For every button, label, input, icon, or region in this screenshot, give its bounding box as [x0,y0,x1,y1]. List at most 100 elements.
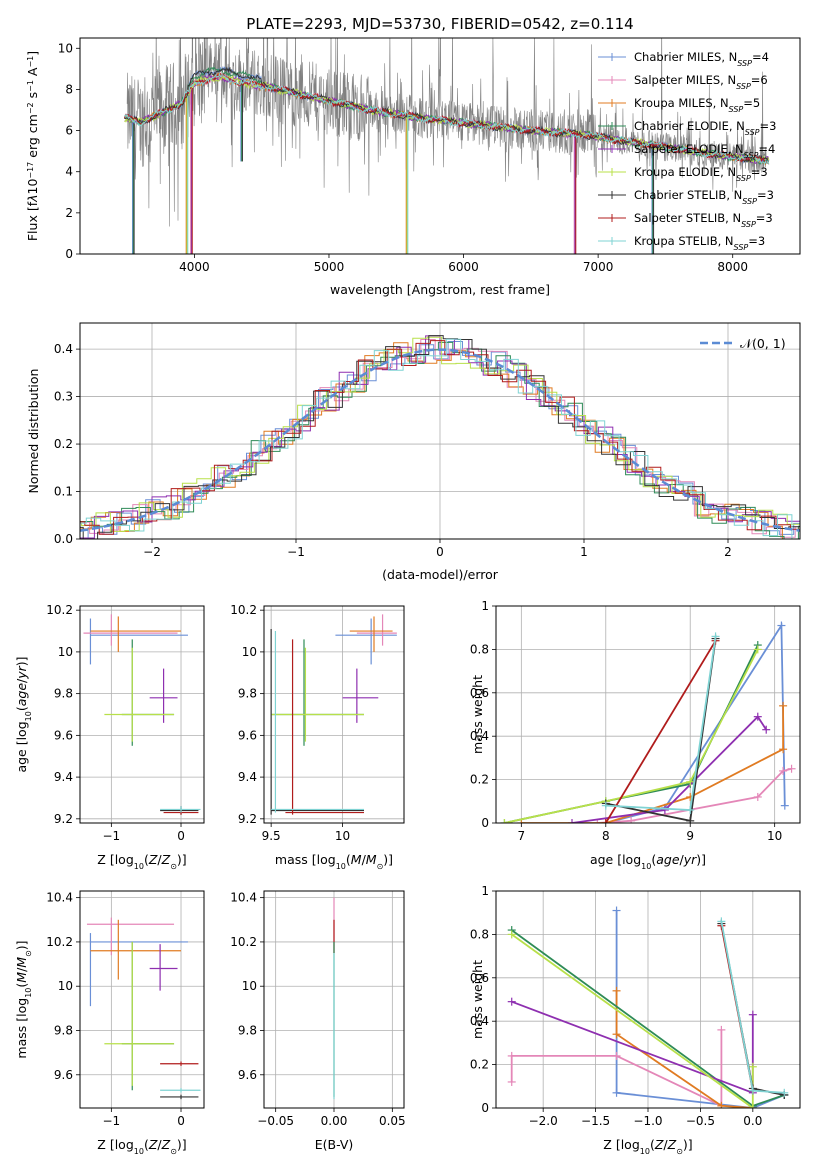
axes-frame [495,890,801,1109]
y-tick-label: 10.2 [46,603,73,617]
x-tick-label: 0 [177,829,185,843]
axes-frame [495,605,801,824]
x-tick-label: −1 [102,1114,120,1128]
x-tick-label: −1.0 [633,1114,662,1128]
weight-line-kroupa_miles [615,990,753,1108]
weight-line-kroupa_elodie [504,648,759,823]
residuals-histogram-panel: −2 −1 0 1 2 0.0 0.1 0.2 0.3 0.4 (data-model)/error… [26,322,801,582]
legend-label: Chabrier ELODIE, NSSP=3 [634,119,776,137]
x-tick-label: 8 [602,829,610,843]
y-tick-label: 9.8 [238,687,257,701]
legend-label: Kroupa MILES, NSSP=5 [634,96,760,114]
y-tick-label: 10 [58,979,73,993]
y-tick-label: 9.4 [238,770,257,784]
y-tick-label: 0.2 [54,437,73,451]
mass-weight-vs-age-panel: 7 8 9 10 0 0.2 0.4 0.6 0.8 1 age [log10(age/yr)] ma… [470,599,801,871]
axis-label: Flux [fλ10−17 erg cm−2 s−1 A−1] [25,51,40,241]
x-tick-label: 0 [177,1114,185,1128]
legend-label: Salpeter MILES, NSSP=6 [634,73,768,91]
y-tick-label: 0 [65,247,73,261]
axis-label: Z [log10(Z/Z⊙)] [97,1137,186,1156]
axis-label: age [log10(age/yr)] [590,852,706,871]
mass-vs-metallicity-panel: −1 0 9.6 9.8 10 10.2 10.4 Z [log10(Z/Z⊙)] mass [… [14,890,205,1156]
y-tick-label: 9.8 [54,687,73,701]
histogram-chabrier_stelib [80,335,800,539]
age-vs-metallicity-panel: −1 0 9.2 9.4 9.6 9.8 10 10.2 Z [log10(Z/Z⊙)] age … [14,603,205,871]
y-tick-label: 9.6 [238,1068,257,1082]
legend-label: Chabrier MILES, NSSP=4 [634,50,769,68]
x-tick-label: 9.5 [262,829,281,843]
weight-line-kroupa_elodie [511,933,754,1108]
y-tick-label: 10.4 [46,891,73,905]
axes-frame [263,605,405,824]
x-tick-label: 0.00 [321,1114,348,1128]
y-tick-label: 0 [481,1101,489,1115]
y-tick-label: 10 [242,645,257,659]
observed-spectrum [126,38,767,227]
weight-line-salpeter_elodie [511,1000,754,1095]
y-tick-label: 2 [65,206,73,220]
mass-weight-vs-metallicity-panel: −2.0 −1.5 −1.0 −0.5 0.0 0 0.2 0.4 0.6 0.8 1 Z [log1… [470,884,801,1156]
legend-label: Salpeter ELODIE, NSSP=4 [634,142,775,160]
weight-line-salpeter_stelib [605,640,717,823]
x-tick-label: 4000 [179,260,210,274]
x-tick-label: −1.5 [581,1114,610,1128]
y-tick-label: 10.2 [230,935,257,949]
y-tick-label: 9.8 [238,1024,257,1038]
y-tick-label: 1 [481,599,489,613]
normal-curve [80,348,800,532]
x-tick-label: 0 [436,545,444,559]
y-tick-label: 0.4 [470,729,489,743]
y-tick-label: 9.2 [238,812,257,826]
axis-label: age [log10(age/yr)] [14,656,33,772]
x-tick-label: −0.5 [686,1114,715,1128]
y-tick-label: 10 [58,41,73,55]
plot-area [500,621,796,823]
x-tick-label: 0.05 [379,1114,406,1128]
y-tick-label: 0.2 [470,1058,489,1072]
y-tick-label: 0.4 [470,1014,489,1028]
legend-label-normal: 𝒩(0, 1) [740,336,786,351]
y-tick-label: 9.6 [54,1068,73,1082]
histogram-chabrier_elodie [80,341,800,539]
plot-area [123,38,770,254]
axes-frame [79,890,205,1109]
y-tick-label: 9.4 [54,770,73,784]
y-tick-label: 0.8 [470,642,489,656]
y-tick-label: 9.6 [54,728,73,742]
axis-label: mass [log10(M/M⊙)] [275,852,393,871]
axis-label: mass weight [470,675,485,754]
x-tick-label: 8000 [717,260,748,274]
plot-area [270,614,397,815]
weight-line-kroupa_miles [521,705,784,823]
axis-label: wavelength [Angstrom, rest frame] [330,282,550,297]
x-tick-label: 0.0 [743,1114,762,1128]
age-vs-mass-panel: 9.5 10 9.2 9.4 9.6 9.8 10 10.2 mass [log10(M/M⊙)… [230,603,405,871]
figure-title: PLATE=2293, MJD=53730, FIBERID=0542, z=0… [246,15,633,33]
x-tick-label: 5000 [314,260,345,274]
y-tick-label: 10.2 [230,603,257,617]
x-tick-label: 1 [580,545,588,559]
legend-label: Chabrier STELIB, NSSP=3 [634,188,774,206]
axis-label: Normed distribution [26,369,41,494]
axes-frame [79,605,205,824]
x-tick-label: −1 [287,545,305,559]
weight-line-salpeter_elodie [571,715,767,823]
y-tick-label: 0.4 [54,342,73,356]
x-tick-label: 6000 [448,260,479,274]
legend-label: Salpeter STELIB, NSSP=3 [634,211,773,229]
y-tick-label: 0.2 [470,773,489,787]
y-tick-label: 10 [58,645,73,659]
axis-label: mass [log10(M/M⊙)] [14,940,33,1058]
axes-frame [79,37,801,255]
y-tick-label: 10.2 [46,935,73,949]
axes-frame [263,890,405,1109]
histogram-kroupa_stelib [80,338,800,539]
plot-area [80,335,800,539]
axis-label: (data-model)/error [382,567,499,582]
axis-label: mass weight [470,960,485,1039]
model-spectrum-kroupa_stelib [124,72,770,165]
y-tick-label: 0.1 [54,485,73,499]
x-tick-label: 7000 [583,260,614,274]
axis-label: E(B-V) [315,1137,354,1152]
